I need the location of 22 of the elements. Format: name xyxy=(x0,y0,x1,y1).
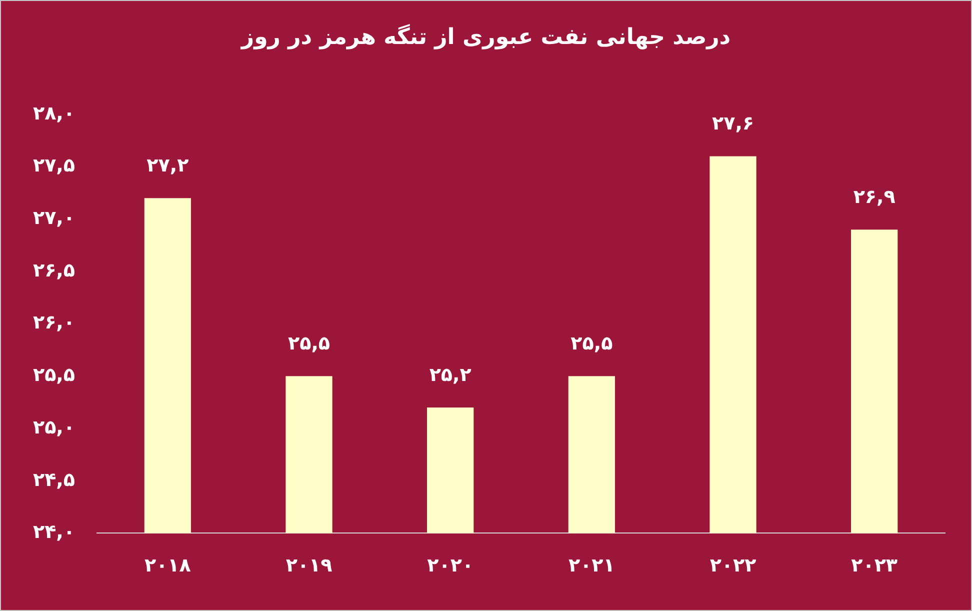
y-tick-label: ۲۷,۵ xyxy=(32,154,76,177)
x-tick-label: ۲۰۱۸ xyxy=(144,554,192,577)
data-label: ۲۵,۵ xyxy=(570,332,614,355)
x-tick-label: ۲۰۱۹ xyxy=(286,554,333,577)
x-tick-label: ۲۰۲۱ xyxy=(568,554,615,577)
chart-title: درصد جهانی نفت عبوری از تنگه هرمز در روز xyxy=(240,25,732,50)
y-tick-label: ۲۵,۵ xyxy=(32,364,76,386)
data-label: ۲۶,۹ xyxy=(853,186,896,208)
data-label: ۲۵,۵ xyxy=(288,332,330,355)
y-tick-label: ۲۸,۰ xyxy=(32,102,76,124)
y-tick-label: ۲۶,۰ xyxy=(32,312,76,334)
data-label: ۲۷,۲ xyxy=(146,154,190,177)
x-tick-label: ۲۰۲۰ xyxy=(427,554,474,577)
x-tick-label: ۲۰۲۲ xyxy=(710,554,757,577)
y-tick-label: ۲۴,۰ xyxy=(32,521,76,544)
y-tick-label: ۲۵,۰ xyxy=(32,416,76,438)
y-tick-label: ۲۴,۵ xyxy=(32,468,76,491)
data-label: ۲۷,۶ xyxy=(712,112,754,135)
x-tick-label: ۲۰۲۳ xyxy=(851,554,898,577)
y-tick-label: ۲۷,۰ xyxy=(32,207,76,230)
data-label: ۲۵,۲ xyxy=(429,364,472,386)
y-tick-label: ۲۶,۵ xyxy=(32,259,76,282)
